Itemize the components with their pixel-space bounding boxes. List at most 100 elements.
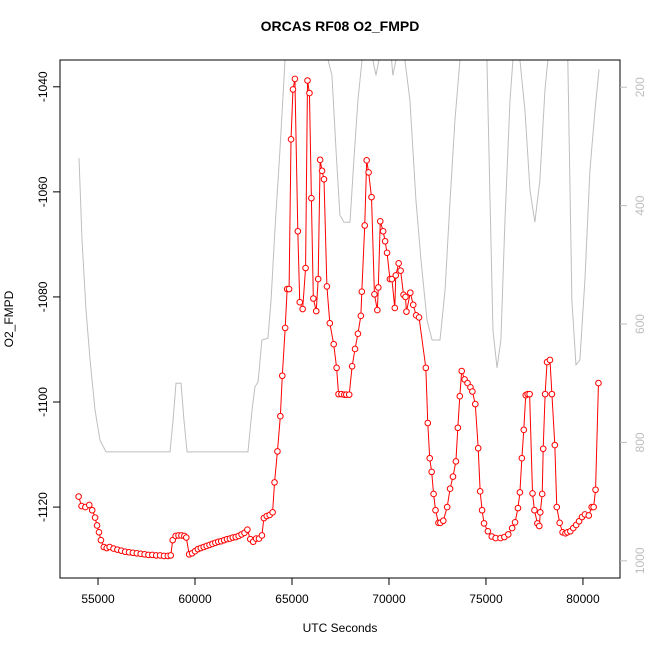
data-point bbox=[302, 264, 309, 272]
data-point bbox=[391, 304, 399, 312]
data-point bbox=[504, 531, 512, 538]
data-point bbox=[287, 136, 295, 143]
data-point bbox=[368, 193, 375, 201]
data-point bbox=[529, 490, 536, 497]
data-point bbox=[381, 237, 389, 245]
data-point bbox=[358, 288, 366, 295]
data-point bbox=[520, 426, 528, 434]
data-point bbox=[456, 392, 464, 400]
data-point bbox=[299, 305, 306, 313]
data-point bbox=[553, 503, 561, 511]
data-point bbox=[91, 514, 99, 521]
data-point bbox=[424, 419, 432, 427]
data-point bbox=[383, 249, 391, 257]
data-point bbox=[281, 324, 289, 332]
data-point bbox=[422, 364, 430, 372]
data-point bbox=[271, 479, 278, 486]
y2-tick-label: 800 bbox=[633, 432, 647, 452]
data-point bbox=[310, 295, 317, 302]
plot-area bbox=[75, 60, 602, 560]
data-point bbox=[439, 517, 447, 525]
y-tick-label: -1100 bbox=[36, 387, 50, 417]
data-point bbox=[551, 441, 559, 449]
data-point bbox=[511, 519, 519, 526]
data-point bbox=[514, 504, 522, 512]
x-tick-label: 55000 bbox=[81, 592, 115, 606]
data-point bbox=[446, 485, 454, 492]
data-point bbox=[314, 275, 322, 283]
data-point bbox=[333, 364, 340, 372]
y-tick-label: -1080 bbox=[36, 281, 50, 312]
data-point bbox=[348, 362, 356, 370]
data-point bbox=[536, 509, 544, 516]
x-tick-label: 65000 bbox=[275, 592, 309, 606]
y2-tick-label: 600 bbox=[633, 314, 647, 334]
data-point bbox=[458, 367, 466, 375]
data-point bbox=[304, 77, 311, 84]
data-point bbox=[374, 306, 381, 314]
data-point bbox=[516, 489, 524, 496]
data-point bbox=[426, 454, 434, 462]
y-tick-label: -1060 bbox=[36, 176, 50, 207]
data-point bbox=[312, 307, 320, 315]
data-point bbox=[395, 260, 402, 267]
data-point bbox=[376, 217, 384, 225]
data-point bbox=[484, 527, 492, 535]
pressure-line bbox=[78, 60, 600, 453]
data-point bbox=[285, 285, 293, 293]
data-point bbox=[361, 222, 369, 229]
data-point bbox=[595, 379, 602, 387]
data-point bbox=[443, 503, 451, 511]
data-point bbox=[167, 552, 175, 559]
data-point bbox=[88, 506, 96, 514]
data-point bbox=[323, 283, 331, 290]
data-point bbox=[291, 75, 299, 83]
data-point bbox=[546, 356, 554, 364]
data-point bbox=[592, 486, 599, 494]
data-point bbox=[403, 308, 410, 315]
data-point bbox=[454, 424, 462, 432]
data-point bbox=[357, 312, 365, 320]
data-point bbox=[306, 89, 313, 97]
data-point bbox=[326, 319, 334, 327]
data-point bbox=[536, 522, 543, 530]
data-point bbox=[415, 314, 423, 321]
data-point bbox=[296, 298, 304, 306]
data-point bbox=[97, 536, 105, 544]
y-tick-label: -1120 bbox=[36, 492, 50, 522]
data-point bbox=[585, 512, 593, 519]
data-point bbox=[278, 372, 286, 380]
data-point bbox=[85, 501, 93, 509]
data-point bbox=[320, 175, 328, 183]
data-point bbox=[95, 528, 103, 536]
data-point bbox=[277, 412, 284, 420]
data-point bbox=[363, 157, 370, 164]
data-point bbox=[397, 267, 404, 274]
data-point bbox=[289, 86, 297, 93]
y2-tick-label: 400 bbox=[633, 195, 647, 215]
x-axis-label: UTC Seconds bbox=[303, 621, 378, 635]
x-tick-label: 75000 bbox=[469, 592, 503, 606]
data-point bbox=[371, 291, 378, 298]
data-point bbox=[258, 532, 266, 539]
y-axis-label: O2_FMPD bbox=[2, 290, 16, 347]
data-point bbox=[428, 468, 435, 476]
data-point bbox=[430, 490, 437, 498]
y2-tick-label: 1000 bbox=[633, 547, 647, 574]
data-point bbox=[469, 388, 476, 395]
data-point bbox=[590, 503, 597, 511]
data-point bbox=[244, 526, 251, 533]
data-point bbox=[518, 454, 526, 462]
data-point bbox=[449, 473, 457, 480]
data-point bbox=[476, 488, 484, 495]
data-point bbox=[409, 301, 417, 309]
data-point bbox=[474, 444, 482, 452]
data-point bbox=[508, 524, 516, 532]
data-point bbox=[471, 400, 479, 408]
data-point bbox=[548, 390, 556, 398]
data-point bbox=[407, 289, 414, 297]
plot-frame bbox=[59, 59, 621, 579]
data-point bbox=[308, 194, 315, 202]
